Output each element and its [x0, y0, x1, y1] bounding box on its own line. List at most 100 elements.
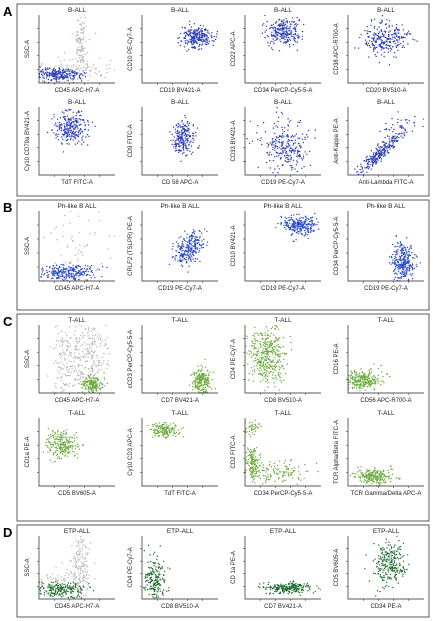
dot — [269, 360, 271, 362]
dot — [407, 278, 410, 281]
dot — [118, 85, 119, 86]
dot — [305, 223, 308, 226]
axes — [141, 15, 218, 84]
dot — [272, 137, 274, 140]
dot — [71, 79, 74, 82]
dot — [390, 48, 393, 50]
dot — [266, 152, 269, 154]
dot — [188, 147, 190, 150]
dot — [341, 373, 342, 374]
dot — [46, 271, 48, 274]
dot — [369, 40, 371, 42]
dot — [316, 223, 318, 226]
dot — [69, 222, 72, 225]
dot — [272, 374, 274, 376]
plot-title: T-ALL — [68, 317, 86, 324]
dot — [62, 276, 64, 278]
dot — [57, 370, 59, 372]
dot — [360, 165, 362, 168]
dot — [62, 151, 64, 153]
dot — [402, 127, 404, 129]
dot — [73, 393, 74, 394]
x-axis-label: CD19 PE-Cy7-A — [261, 286, 305, 292]
x-axis-label: CD45 APC-H7-A — [55, 398, 100, 404]
dot — [67, 134, 69, 136]
dot — [202, 40, 204, 43]
dot — [272, 349, 275, 351]
dot — [181, 26, 184, 29]
dot — [74, 346, 76, 348]
dot — [268, 366, 270, 369]
dot — [77, 67, 79, 69]
dot — [373, 32, 375, 34]
dot — [85, 377, 87, 380]
dot — [71, 368, 73, 370]
dot — [267, 348, 269, 350]
dot — [393, 278, 395, 280]
dot — [302, 141, 305, 144]
dot — [278, 366, 280, 368]
dot — [67, 138, 69, 141]
dot — [101, 340, 104, 342]
dot — [60, 128, 63, 130]
dot — [286, 134, 289, 136]
dot — [396, 141, 398, 143]
dot — [279, 367, 281, 369]
dot — [388, 31, 390, 33]
dot — [66, 135, 69, 137]
dot — [78, 383, 80, 385]
dot — [83, 121, 86, 124]
plot-title: B-ALL — [274, 7, 292, 14]
dot — [190, 32, 192, 34]
dot — [383, 147, 385, 149]
dot — [201, 244, 203, 246]
dot — [96, 389, 98, 391]
dot — [265, 359, 267, 362]
dot — [394, 37, 396, 39]
dot — [191, 245, 193, 247]
dot — [199, 43, 201, 45]
dot — [268, 154, 270, 157]
dot — [297, 224, 299, 226]
dot — [407, 283, 408, 284]
dot — [198, 37, 201, 40]
dot — [390, 263, 392, 265]
axes — [244, 15, 321, 84]
dot — [301, 167, 303, 169]
dot — [385, 44, 388, 46]
dot — [87, 270, 89, 273]
dot — [377, 154, 380, 157]
dot — [85, 68, 87, 71]
dot — [61, 67, 64, 69]
dot — [300, 224, 303, 226]
dot — [271, 350, 273, 352]
axes — [347, 107, 424, 176]
dot — [77, 71, 80, 74]
dot — [277, 343, 279, 346]
dot — [367, 166, 369, 168]
dot — [197, 369, 199, 371]
dot — [78, 76, 81, 78]
dot — [270, 154, 273, 156]
dot — [60, 73, 63, 76]
dot — [78, 38, 80, 40]
dot — [270, 327, 273, 330]
dot — [88, 266, 91, 268]
dot — [181, 247, 183, 249]
dot — [369, 155, 371, 157]
dot — [79, 23, 81, 26]
dot — [183, 127, 185, 130]
dot — [41, 64, 43, 66]
dot — [208, 32, 210, 35]
dot — [186, 245, 188, 247]
dot — [281, 137, 283, 139]
dot — [354, 381, 356, 383]
dot — [287, 146, 289, 148]
dot — [274, 340, 276, 342]
dot — [378, 156, 381, 158]
dot — [376, 157, 378, 160]
dot — [189, 250, 192, 253]
dot — [399, 126, 401, 128]
dot — [254, 332, 256, 335]
